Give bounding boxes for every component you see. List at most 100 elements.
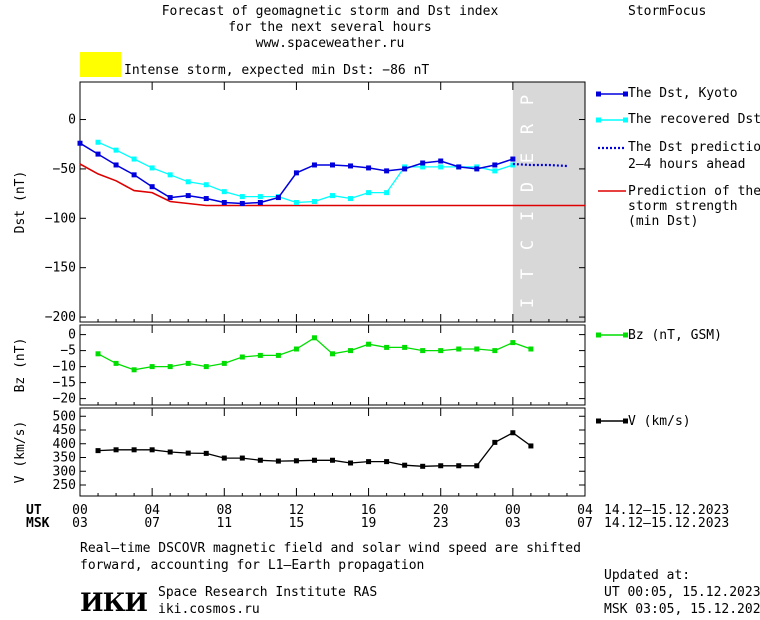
msk-tick-label: 15 [289,516,305,531]
bz-series-point [167,364,173,370]
prediction-letter: R [518,123,538,134]
bz-series-point [402,344,408,350]
v-ytick-label: 300 [53,464,76,479]
dst-kyoto-legend-marker [623,91,628,97]
dst-recovered-point [149,165,155,171]
v-series-point [510,430,516,436]
ut-axis-label: UT [26,503,42,518]
ut-tick-label: 00 [505,503,521,518]
dst-recovered-point [348,196,354,202]
ut-tick-label: 12 [289,503,305,518]
v-series-point [492,439,498,445]
bz-series-point [293,346,299,352]
dst-recovered-point [131,156,137,162]
dst-recovered-point [438,164,444,170]
dst-recovered-point [95,139,101,145]
bz-series-point [510,340,516,346]
msk-axis-label: MSK [26,516,50,531]
dst-ytick-label: −200 [45,310,76,325]
dst-kyoto-point [293,170,299,176]
v-series-point [348,460,354,466]
bz-axis-label: Bz (nT) [13,338,28,393]
bz-series-legend-marker [623,332,628,338]
bz-series-point [438,348,444,354]
bz-series-point [257,352,263,358]
prediction-letter: O [518,327,538,337]
date-range-ut: 14.12–15.12.2023 [604,503,730,518]
dst-ytick-label: 0 [68,113,76,128]
dst-kyoto-point [131,172,137,178]
institute-name: Space Research Institute RAS [158,585,378,600]
bz-series-point [239,354,245,360]
storm-level-swatch [80,52,121,77]
legend-dst-prediction-1: The Dst prediction [628,140,760,155]
dst-kyoto-point [330,162,335,168]
prediction-letter: D [518,182,538,192]
prediction-letter: T [518,269,538,279]
dst-kyoto-point [149,184,155,190]
v-series-point [95,448,101,454]
v-series-point [474,463,480,469]
dst-kyoto-point [311,162,317,168]
v-panel-frame [79,407,586,497]
legend-bz: Bz (nT, GSM) [628,328,722,343]
bz-ytick-label: −10 [53,360,76,375]
dst-ytick-label: −150 [45,261,76,276]
bz-series-point [203,364,209,370]
dst-panel-frame [79,81,586,323]
dst-kyoto-point [239,200,245,206]
msk-tick-label: 19 [361,516,377,531]
date-range-msk: 14.12–15.12.2023 [604,516,730,531]
msk-tick-label: 11 [216,516,232,531]
bz-ytick-label: 0 [68,328,76,343]
v-ytick-label: 250 [53,478,76,493]
v-series-point [113,447,119,453]
legend-storm-pred-3: (min Dst) [628,214,699,229]
dst-kyoto-point [474,166,480,172]
dst-kyoto-point [185,193,191,199]
dst-recovered-point [311,199,317,205]
v-series-point [275,458,281,464]
legend-dst-kyoto: The Dst, Kyoto [628,86,738,101]
v-series-point [221,455,227,461]
legend-dst-recovered: The recovered Dst [628,112,760,127]
dst-prediction-line [512,162,568,168]
v-series-point [203,450,209,456]
dst-kyoto-point [384,168,390,174]
v-ytick-label: 450 [53,423,76,438]
dst-kyoto-point [402,166,408,172]
v-series-point [257,457,263,463]
bz-series-point [366,341,372,347]
v-ytick-label: 400 [53,437,76,452]
dst-ytick-label: −100 [45,211,76,226]
bz-panel-frame [79,324,586,406]
dst-kyoto-point [438,158,444,164]
bz-series-point [185,360,191,366]
bz-series-point [95,351,101,357]
ut-tick-label: 20 [433,503,449,518]
dst-kyoto-point [510,156,516,162]
chart-title-line-2: for the next several hours [228,20,432,35]
v-ytick-label: 350 [53,451,76,466]
prediction-letter: I [518,298,538,308]
v-series-point [420,463,426,469]
dst-recovered-point [113,147,119,153]
legend-storm-pred-1: Prediction of the [628,184,760,199]
dst-recovered-point [257,194,263,200]
bz-series-point [456,346,462,352]
dst-recovered-point [203,182,209,188]
bz-series-point [348,348,354,354]
institute-site[interactable]: iki.cosmos.ru [158,602,260,617]
dst-axis-label: Dst (nT) [13,171,28,234]
v-series-point [167,449,173,455]
v-series-point [185,450,191,456]
v-series-point [293,458,299,464]
prediction-zone [512,82,585,322]
msk-tick-label: 03 [72,516,88,531]
prediction-letter: N [518,356,538,366]
dst-kyoto-point [366,165,372,171]
bz-ytick-label: −20 [53,392,76,407]
dst-kyoto-point [167,195,173,201]
dst-recovered-point [366,190,372,196]
v-series-point [384,459,390,465]
